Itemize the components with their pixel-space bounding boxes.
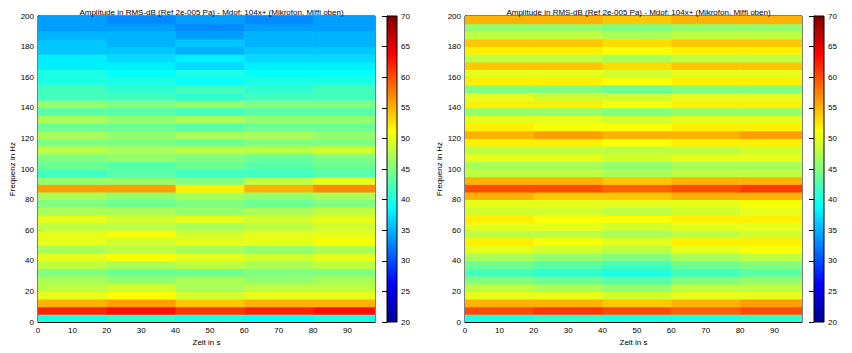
svg-text:20: 20: [401, 318, 410, 327]
svg-text:Frequenz in Hz: Frequenz in Hz: [435, 142, 444, 196]
svg-text:50: 50: [632, 326, 641, 335]
svg-text:140: 140: [448, 103, 462, 112]
svg-text:55: 55: [828, 103, 837, 112]
svg-text:80: 80: [25, 195, 34, 204]
svg-text:30: 30: [828, 256, 837, 265]
svg-text:0: 0: [463, 326, 468, 335]
svg-text:20: 20: [102, 326, 111, 335]
svg-text:65: 65: [401, 42, 410, 51]
svg-text:200: 200: [448, 12, 462, 21]
svg-text:0: 0: [36, 326, 41, 335]
svg-text:20: 20: [25, 287, 34, 296]
svg-text:160: 160: [448, 73, 462, 82]
svg-text:20: 20: [529, 326, 538, 335]
svg-text:70: 70: [828, 12, 837, 21]
svg-text:80: 80: [736, 326, 745, 335]
svg-text:160: 160: [21, 73, 35, 82]
svg-text:Frequenz in Hz: Frequenz in Hz: [8, 142, 17, 196]
svg-text:40: 40: [25, 256, 34, 265]
svg-text:0: 0: [457, 318, 462, 327]
svg-text:100: 100: [21, 165, 35, 174]
svg-text:50: 50: [828, 134, 837, 143]
svg-text:200: 200: [21, 12, 35, 21]
svg-text:55: 55: [401, 103, 410, 112]
svg-text:60: 60: [452, 226, 461, 235]
svg-text:10: 10: [495, 326, 504, 335]
svg-text:140: 140: [21, 103, 35, 112]
svg-text:70: 70: [701, 326, 710, 335]
svg-text:90: 90: [343, 326, 352, 335]
svg-text:45: 45: [401, 165, 410, 174]
svg-text:Amplitude in RMS-dB (Ref 2e-00: Amplitude in RMS-dB (Ref 2e-005 Pa) - Md…: [79, 8, 344, 17]
svg-text:80: 80: [452, 195, 461, 204]
svg-text:Amplitude in RMS-dB (Ref 2e-00: Amplitude in RMS-dB (Ref 2e-005 Pa) - Md…: [506, 8, 771, 17]
svg-text:80: 80: [309, 326, 318, 335]
svg-text:45: 45: [828, 165, 837, 174]
svg-text:30: 30: [564, 326, 573, 335]
svg-text:35: 35: [401, 226, 410, 235]
svg-text:65: 65: [828, 42, 837, 51]
svg-text:0: 0: [30, 318, 35, 327]
svg-text:60: 60: [828, 73, 837, 82]
svg-text:20: 20: [452, 287, 461, 296]
svg-text:120: 120: [448, 134, 462, 143]
svg-text:180: 180: [21, 42, 35, 51]
svg-text:40: 40: [452, 256, 461, 265]
svg-text:20: 20: [828, 318, 837, 327]
svg-text:60: 60: [25, 226, 34, 235]
svg-text:40: 40: [401, 195, 410, 204]
svg-text:180: 180: [448, 42, 462, 51]
svg-text:90: 90: [770, 326, 779, 335]
svg-text:30: 30: [401, 256, 410, 265]
svg-text:70: 70: [401, 12, 410, 21]
svg-text:10: 10: [68, 326, 77, 335]
svg-text:40: 40: [828, 195, 837, 204]
svg-text:60: 60: [240, 326, 249, 335]
svg-text:Zeit in s: Zeit in s: [619, 338, 647, 347]
svg-text:40: 40: [171, 326, 180, 335]
svg-text:60: 60: [667, 326, 676, 335]
svg-text:120: 120: [21, 134, 35, 143]
svg-text:40: 40: [598, 326, 607, 335]
svg-text:50: 50: [401, 134, 410, 143]
svg-text:25: 25: [401, 287, 410, 296]
svg-text:30: 30: [137, 326, 146, 335]
svg-text:100: 100: [448, 165, 462, 174]
svg-text:Zeit in s: Zeit in s: [192, 338, 220, 347]
svg-text:50: 50: [205, 326, 214, 335]
svg-text:60: 60: [401, 73, 410, 82]
svg-text:70: 70: [274, 326, 283, 335]
svg-text:25: 25: [828, 287, 837, 296]
svg-text:35: 35: [828, 226, 837, 235]
